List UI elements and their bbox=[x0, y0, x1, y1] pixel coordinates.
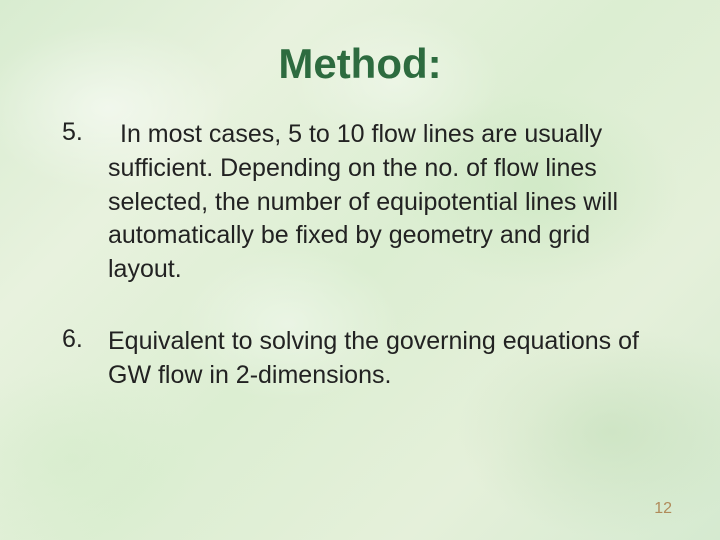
list-number: 6. bbox=[60, 325, 108, 393]
page-number: 12 bbox=[654, 500, 672, 518]
list-item: 6. Equivalent to solving the governing e… bbox=[60, 325, 660, 393]
list-body: In most cases, 5 to 10 flow lines are us… bbox=[108, 118, 660, 287]
list-item: 5. In most cases, 5 to 10 flow lines are… bbox=[60, 118, 660, 287]
list-number: 5. bbox=[60, 118, 108, 287]
slide-title: Method: bbox=[60, 40, 660, 88]
slide: Method: 5. In most cases, 5 to 10 flow l… bbox=[0, 0, 720, 540]
list-body: Equivalent to solving the governing equa… bbox=[108, 325, 660, 393]
